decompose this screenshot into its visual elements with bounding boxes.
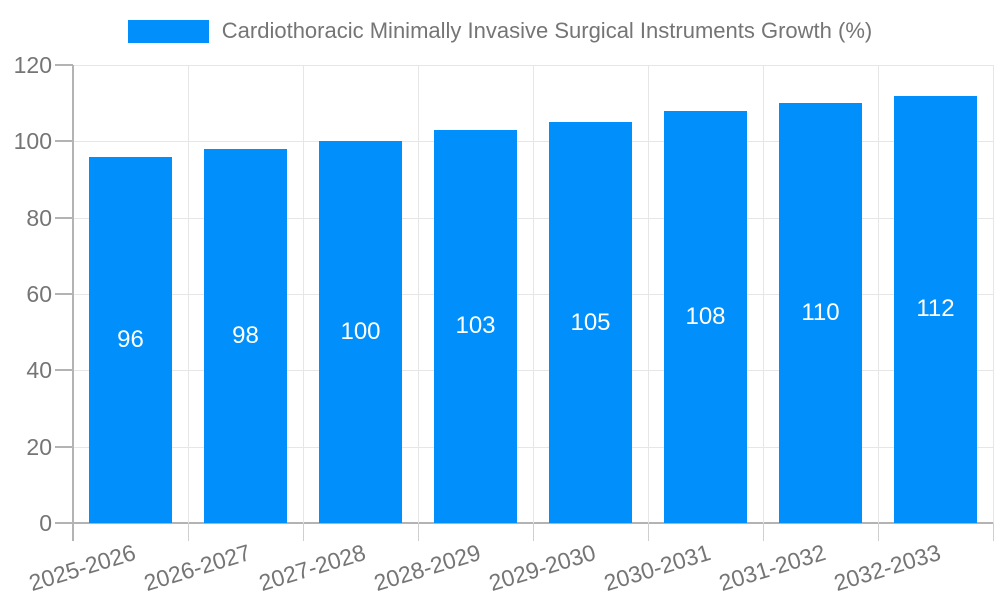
bar[interactable]: 112 [894,95,977,523]
bar[interactable]: 96 [89,156,172,523]
legend-series-label: Cardiothoracic Minimally Invasive Surgic… [221,18,873,43]
bar[interactable]: 110 [779,103,862,523]
bar-value-label: 108 [685,302,726,330]
x-gridline [418,65,419,523]
y-axis-line [72,65,74,541]
legend[interactable]: Cardiothoracic Minimally Invasive Surgic… [0,18,1000,44]
bar[interactable]: 108 [664,110,747,523]
bar-value-label: 100 [340,318,381,346]
y-axis-tick [55,369,73,372]
x-axis-tick [878,523,879,541]
y-axis-tick [55,445,73,448]
x-axis-tick [418,523,419,541]
x-axis-tick [188,523,189,541]
bar-value-label: 112 [916,295,955,323]
x-gridline [878,65,879,523]
x-axis-tick [648,523,649,541]
x-gridline [648,65,649,523]
y-axis-tick-label: 40 [26,357,52,384]
x-axis-tick-label: 2027-2028 [255,539,369,597]
bar-value-label: 98 [232,321,259,349]
y-axis-tick-label: 20 [26,433,52,460]
y-axis-tick [55,293,73,295]
x-gridline [993,65,994,523]
x-axis-tick-label: 2031-2032 [715,539,829,597]
y-axis-tick [55,522,73,524]
x-axis-tick-label: 2025-2026 [25,539,139,597]
x-gridline [303,65,304,523]
y-axis-tick-label: 60 [26,281,52,307]
bar[interactable]: 105 [549,122,632,523]
bar-value-label: 103 [455,312,496,340]
x-axis-tick [763,523,764,541]
y-axis-tick-label: 0 [39,510,52,536]
x-axis-tick-label: 2026-2027 [140,539,254,597]
y-axis-tick [55,216,73,219]
bar-value-label: 110 [801,299,840,327]
bar[interactable]: 100 [319,141,402,523]
x-axis-tick-label: 2029-2030 [485,539,599,597]
y-axis-tick-label: 100 [13,128,52,155]
y-axis-tick-label: 80 [26,204,52,231]
bar-value-label: 105 [570,308,611,336]
y-axis-tick-label: 120 [13,52,52,78]
y-axis-tick [55,64,73,66]
bar[interactable]: 103 [434,129,517,523]
x-axis-tick-label: 2028-2029 [370,539,484,597]
x-gridline [533,65,534,523]
x-axis-tick [993,523,994,541]
x-axis-tick-label: 2030-2031 [600,539,714,597]
x-gridline [763,65,764,523]
x-axis-tick-label: 2032-2033 [830,539,944,597]
y-axis-tick [55,140,73,143]
x-gridline [188,65,189,523]
bar-value-label: 96 [117,325,144,353]
legend-swatch-icon [127,19,209,43]
x-axis-tick [303,523,304,541]
x-axis-tick [533,523,534,541]
bar[interactable]: 98 [204,148,287,523]
